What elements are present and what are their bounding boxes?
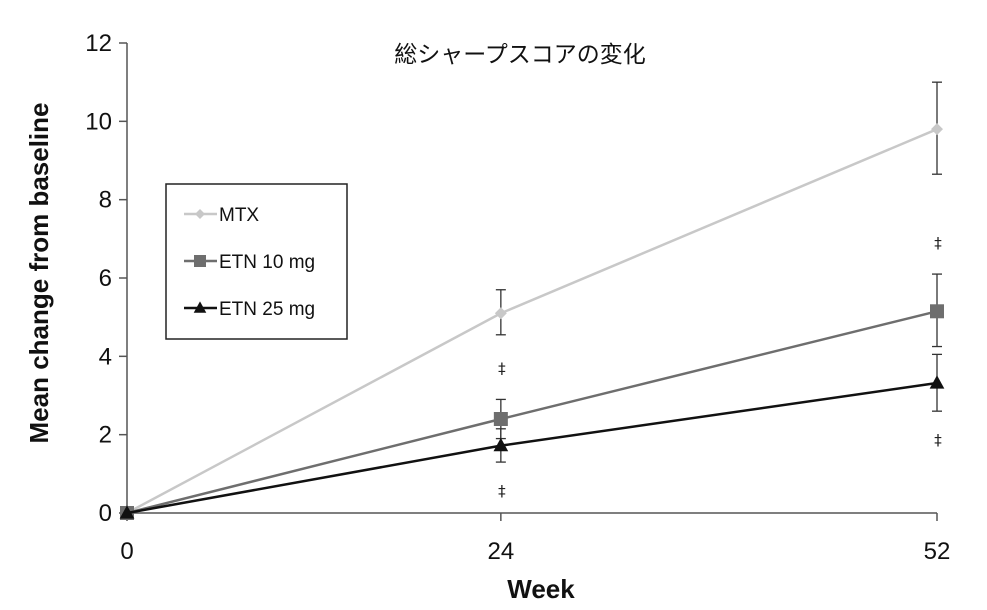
x-tick-label: 0 <box>120 538 133 565</box>
data-point <box>493 437 509 452</box>
series-layer: ‡‡‡‡ <box>119 81 945 520</box>
y-tick-label: 8 <box>99 187 112 214</box>
data-point <box>929 375 945 389</box>
legend-label: ETN 25 mg <box>219 299 315 320</box>
legend-item: MTX <box>184 205 259 226</box>
x-axis-label: Week <box>507 574 575 604</box>
y-tick-label: 6 <box>99 265 112 292</box>
significance-mark: ‡ <box>498 482 506 500</box>
data-point <box>119 505 135 519</box>
significance-mark: ‡ <box>934 431 942 449</box>
x-tick-label: 52 <box>924 538 951 565</box>
y-axis-label: Mean change from baseline <box>24 103 54 444</box>
data-point <box>930 304 944 319</box>
data-point <box>493 412 508 426</box>
series-etn-25-mg: ‡‡ <box>119 353 945 519</box>
legend-swatch-marker <box>193 301 207 313</box>
significance-mark: ‡ <box>934 234 942 252</box>
legend-label: MTX <box>219 205 259 226</box>
x-tick-label: 24 <box>487 538 514 565</box>
y-tick-label: 4 <box>99 343 112 370</box>
y-tick-label: 10 <box>85 108 112 135</box>
legend-swatch-marker <box>194 255 206 267</box>
y-tick-label: 12 <box>85 30 112 57</box>
legend-item: ETN 10 mg <box>184 252 315 273</box>
chart-title: 総シャープスコアの変化 <box>394 42 646 68</box>
data-point <box>494 307 507 320</box>
data-point <box>931 123 943 136</box>
series-line <box>126 310 938 515</box>
legend-label: ETN 10 mg <box>219 252 315 273</box>
y-tick-label: 2 <box>99 422 112 449</box>
legend-item: ETN 25 mg <box>184 299 315 320</box>
y-tick-label: 0 <box>99 500 112 527</box>
legend: MTX ETN 10 mg ETN 25 mg <box>165 183 348 340</box>
significance-mark: ‡ <box>498 359 506 377</box>
legend-swatch-marker <box>195 209 205 219</box>
